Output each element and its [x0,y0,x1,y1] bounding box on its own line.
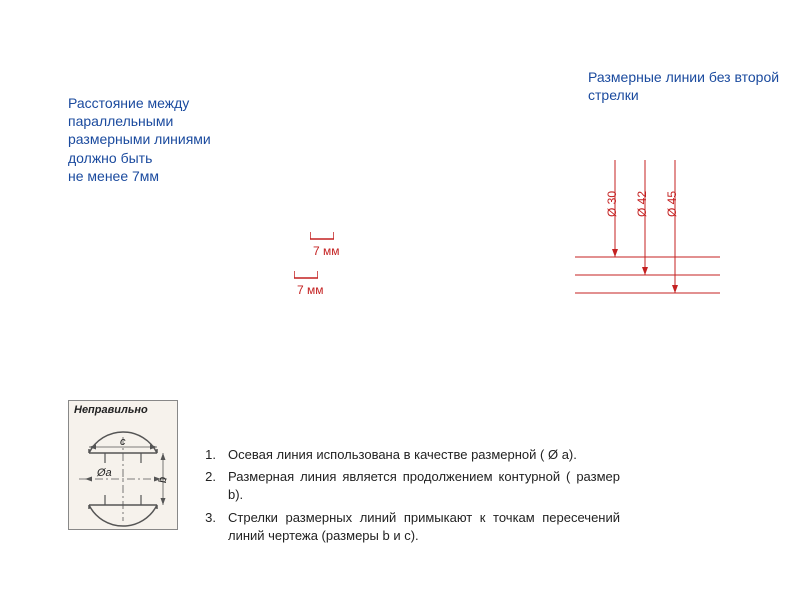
dim-label-1: Ø 30 [605,191,619,217]
list-text: Стрелки размерных линий примыкают к точк… [228,509,620,545]
dimension-diagram [560,150,740,310]
rules-list: 1. Осевая линия использована в качестве … [200,446,620,549]
incorrect-drawing: c Øa b [69,419,177,529]
list-num: 1. [200,446,228,464]
dim-label-3: Ø 45 [665,191,679,217]
label-b: b [157,477,169,483]
bracket-1-label: 7 мм [313,244,340,258]
dim-label-2: Ø 42 [635,191,649,217]
list-item: 3. Стрелки размерных линий примыкают к т… [200,509,620,545]
annotation-left: Расстояние между параллельными размерным… [68,94,248,185]
label-c: c [120,436,126,448]
list-num: 3. [200,509,228,545]
label-a: Øa [96,467,112,479]
bracket-2 [294,271,318,280]
list-text: Осевая линия использована в качестве раз… [228,446,620,464]
annotation-right: Размерные линии без второй стрелки [588,68,788,104]
list-item: 1. Осевая линия использована в качестве … [200,446,620,464]
list-text: Размерная линия является продолжением ко… [228,468,620,504]
incorrect-example: Неправильно c Øa b [68,400,178,530]
bracket-2-label: 7 мм [297,283,324,297]
bracket-1 [310,232,334,241]
incorrect-title: Неправильно [69,401,177,419]
list-num: 2. [200,468,228,504]
list-item: 2. Размерная линия является продолжением… [200,468,620,504]
